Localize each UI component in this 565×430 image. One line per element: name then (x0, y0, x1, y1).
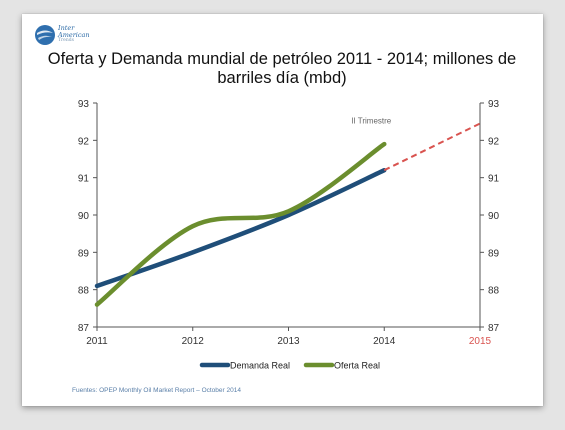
y-tick-label-right: 88 (488, 286, 500, 297)
y-tick-label-left: 88 (78, 286, 90, 297)
legend-label: Oferta Real (334, 361, 380, 371)
logo-line-1: Inter (58, 24, 75, 32)
source-note: Fuentes: OPEP Monthly Oil Market Report … (72, 387, 241, 394)
y-tick-label-right: 93 (488, 99, 500, 110)
series-line-oferta-real (94, 141, 387, 307)
y-tick-label-right: 91 (488, 174, 500, 185)
logo-line-3: Trends (58, 38, 74, 43)
y-tick-label-right: 89 (488, 248, 500, 259)
series-line-demanda-real (94, 167, 387, 289)
chart: 87 87 88 88 89 89 90 90 91 91 92 92 93 93 2011 2012 2013… (78, 99, 500, 371)
y-tick-label-right: 92 (488, 136, 500, 147)
globe-icon (35, 25, 55, 45)
y-tick-label-left: 89 (78, 248, 90, 259)
projection-line (383, 122, 481, 172)
y-tick-label-left: 90 (78, 211, 90, 222)
y-tick-label-right: 90 (488, 211, 500, 222)
logo-text: Inter American Trends (58, 25, 90, 45)
x-tick-label: 2011 (86, 336, 108, 347)
y-tick-label-left: 93 (78, 99, 90, 110)
x-tick-label: 2014 (373, 336, 396, 347)
logo-line-2: American (58, 30, 90, 39)
y-tick-label-left: 87 (78, 323, 90, 334)
logo: Inter American Trends (34, 21, 104, 49)
y-tick-label-left: 92 (78, 136, 90, 147)
x-tick-label: 2015 (469, 336, 492, 347)
slide: Inter American Trends Oferta y Demanda m… (22, 14, 543, 406)
chart-title: Oferta y Demanda mundial de petróleo 201… (47, 50, 517, 87)
legend-label: Demanda Real (230, 361, 290, 371)
x-tick-label: 2013 (277, 336, 300, 347)
y-tick-label-left: 91 (78, 174, 90, 185)
annotation-label: II Trimestre (351, 116, 392, 125)
x-tick-label: 2012 (182, 336, 205, 347)
y-tick-label-right: 87 (488, 323, 500, 334)
